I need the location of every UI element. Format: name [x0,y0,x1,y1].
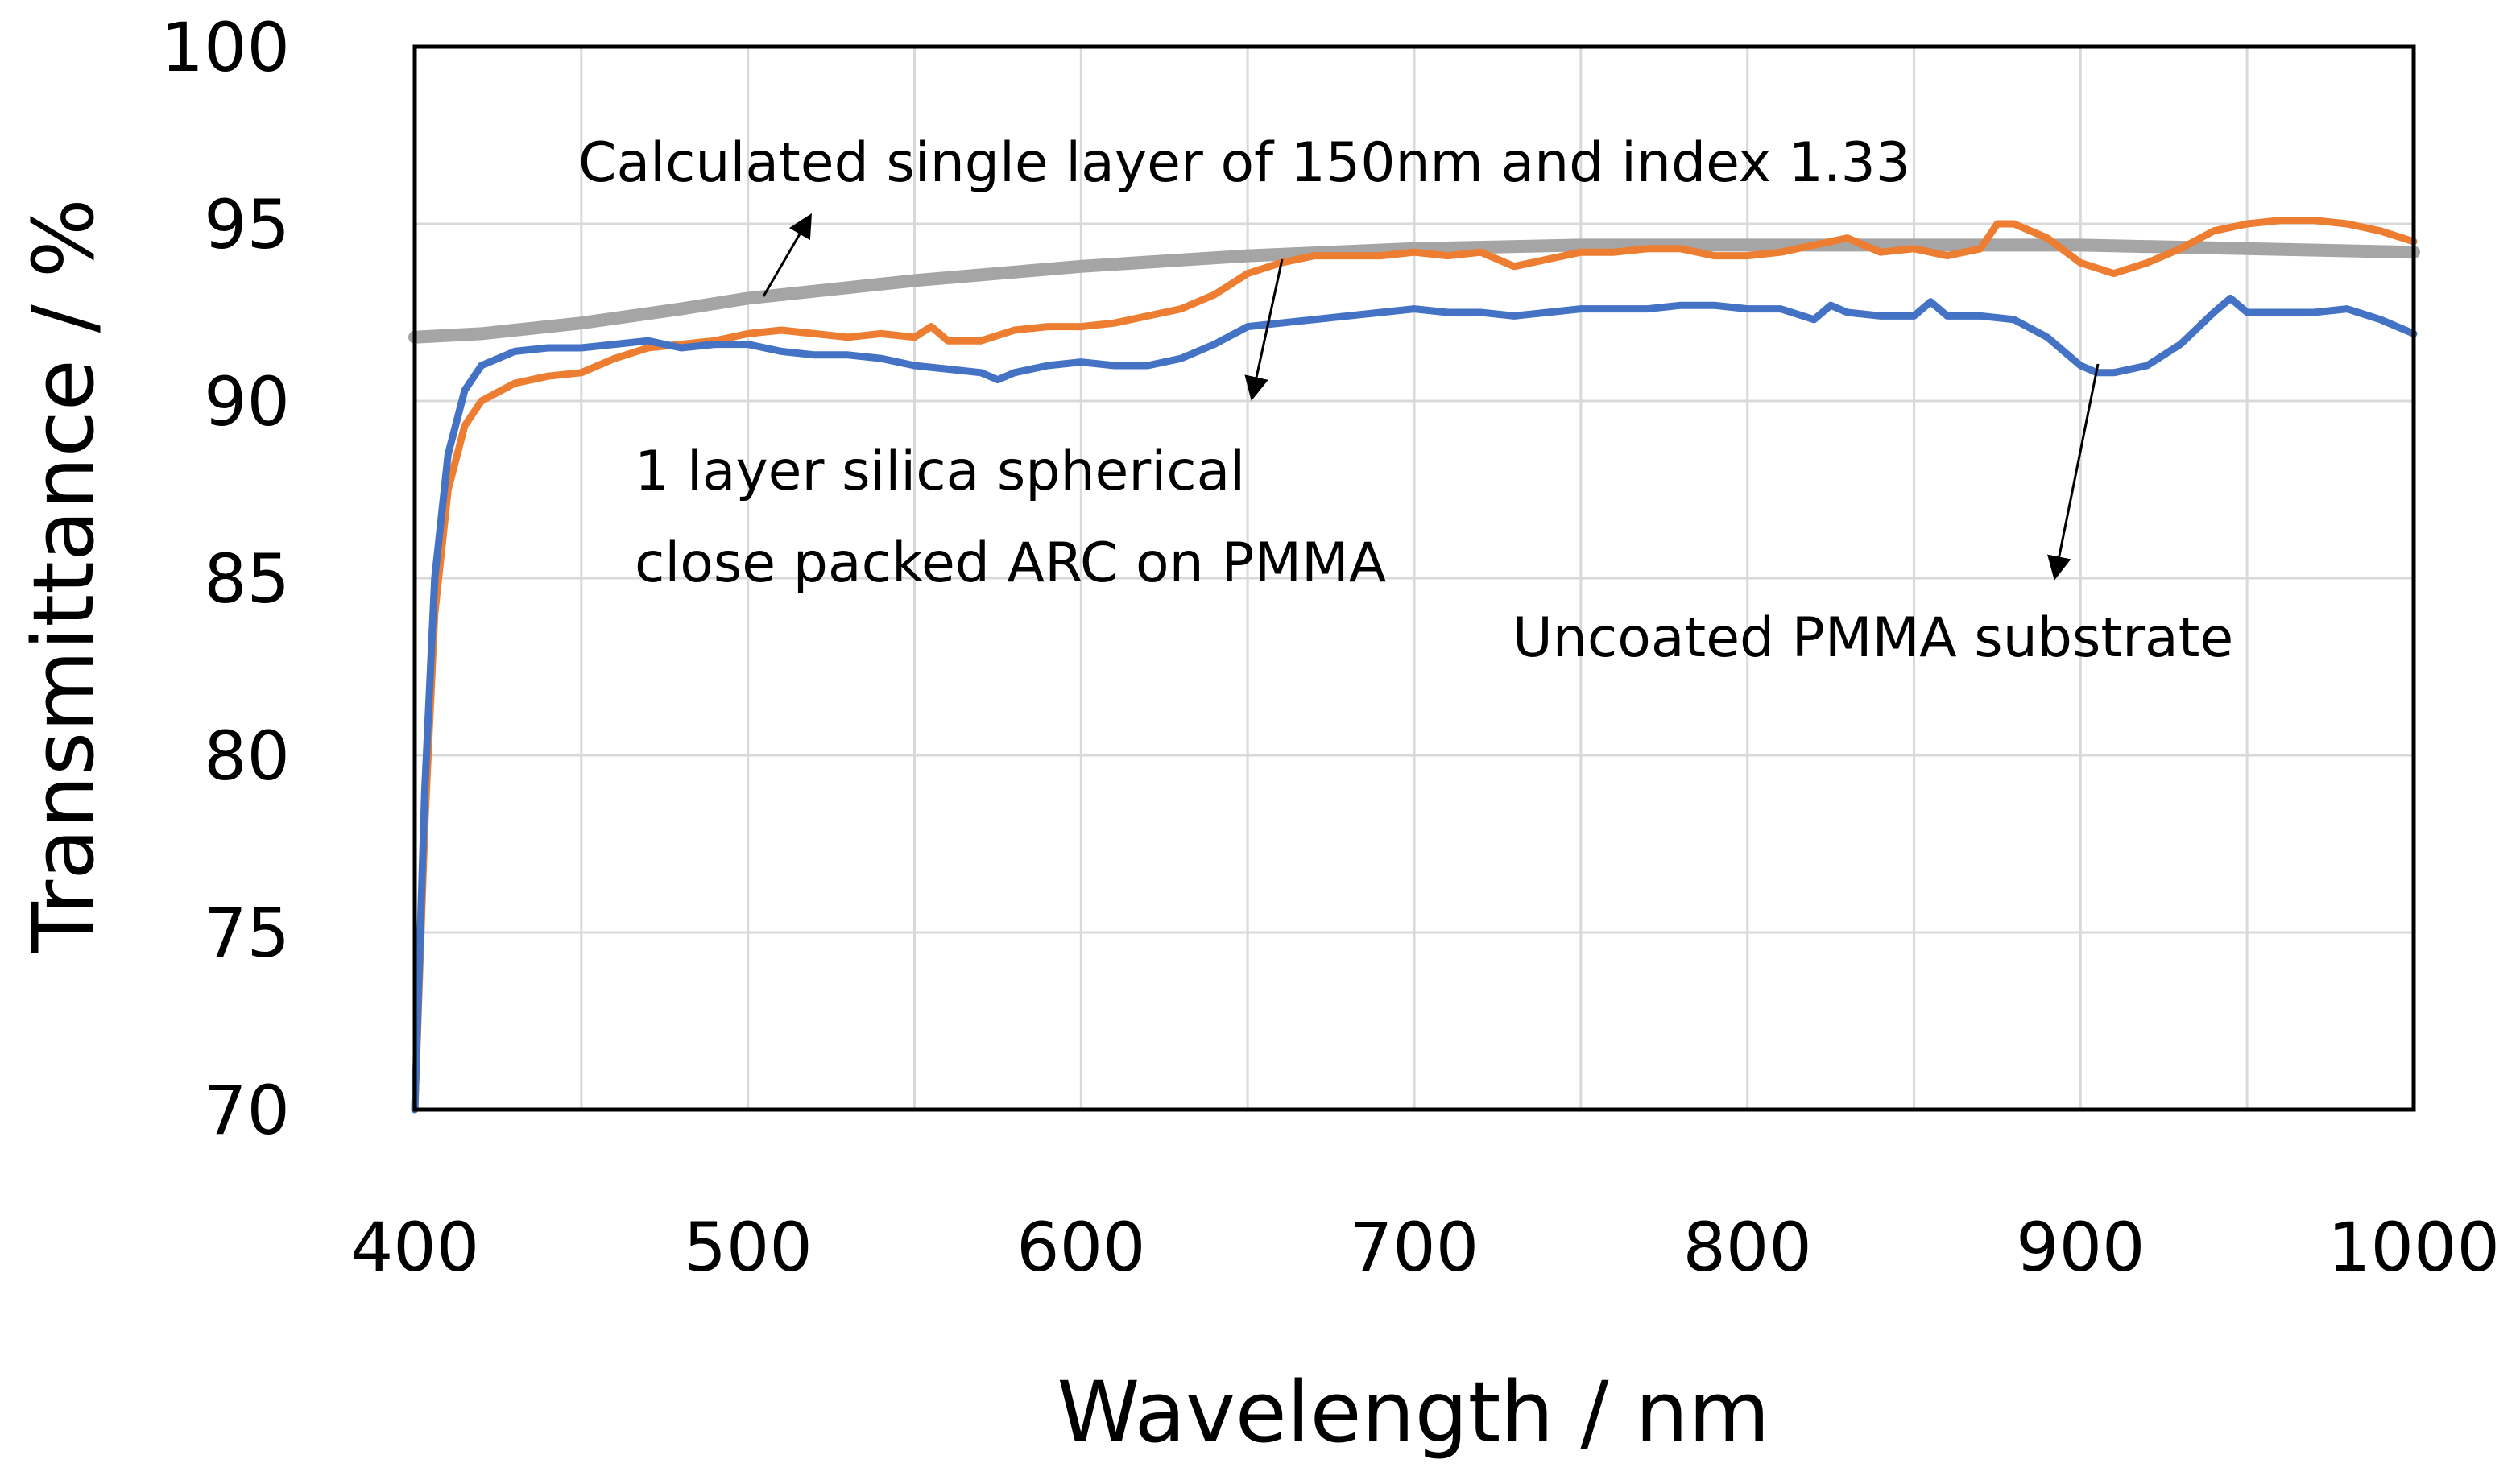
y-tick-label: 70 [204,1071,290,1150]
x-tick-label: 1000 [2328,1208,2500,1287]
x-tick-label: 600 [1016,1208,1145,1287]
plot-frame [412,44,2416,1112]
x-axis-title: Wavelength / nm [1057,1363,1769,1461]
x-tick-label: 900 [2016,1208,2145,1287]
arrow-calculated [762,213,813,297]
y-tick-label: 90 [204,362,290,441]
annotation-calculated: Calculated single layer of 150nm and ind… [578,131,1910,195]
y-axis-title: Transmittance / % [14,198,113,953]
y-tick-label: 85 [204,539,290,618]
annotation-arc-line2: close packed ARC on PMMA [635,531,1386,595]
y-tick-label: 100 [161,8,290,87]
annotation-pmma: Uncoated PMMA substrate [1512,606,2233,670]
x-axis-ticks: 400 500 600 700 800 900 1000 [350,1208,2500,1287]
y-tick-label: 80 [204,717,290,796]
series-line-1 [408,238,2420,344]
arrow-pmma [2047,363,2100,581]
annotation-arc-line1: 1 layer silica spherical [635,440,1245,503]
series-group [408,217,2420,1114]
x-tick-label: 700 [1350,1208,1479,1287]
x-tick-label: 400 [350,1208,479,1287]
y-tick-label: 75 [204,894,290,973]
x-tick-label: 500 [683,1208,812,1287]
y-tick-label: 95 [204,185,290,264]
y-axis-ticks: 70 75 80 85 90 95 100 [161,8,290,1150]
arrow-arc [1244,258,1284,401]
x-tick-label: 800 [1682,1208,1811,1287]
series-line-3 [411,294,2418,1114]
